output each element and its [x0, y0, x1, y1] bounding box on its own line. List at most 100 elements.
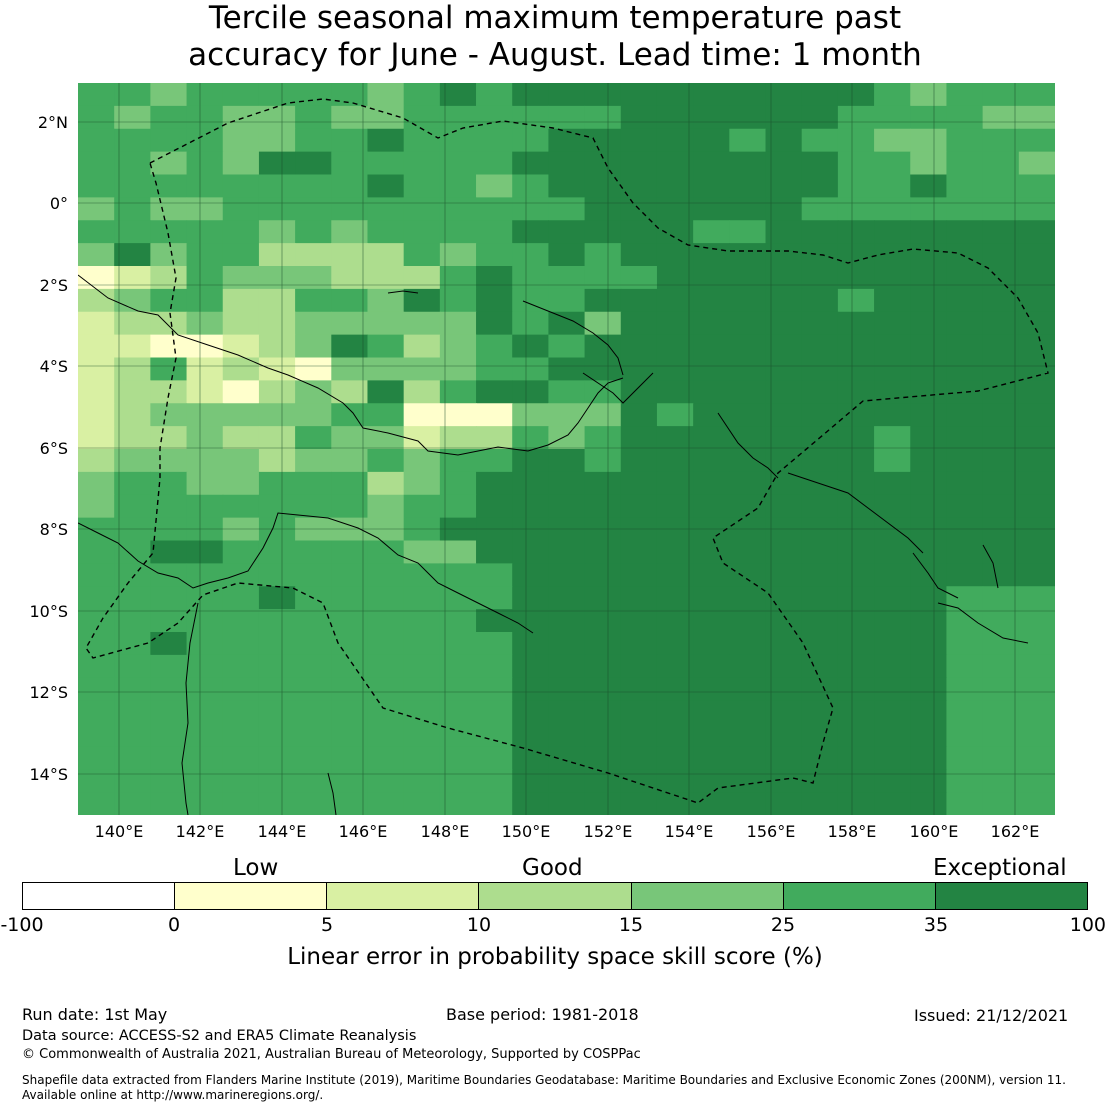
grid-cell: [78, 174, 115, 198]
grid-cell: [729, 334, 767, 359]
grid-cell: [150, 769, 188, 793]
grid-cell: [910, 632, 948, 656]
grid-cell: [620, 632, 658, 656]
grid-cell: [331, 769, 369, 793]
grid-cell: [512, 563, 550, 587]
grid-cell: [910, 334, 948, 359]
grid-cell: [78, 105, 115, 130]
grid-cell: [910, 357, 948, 381]
grid-cell: [476, 334, 513, 359]
grid-cell: [114, 449, 151, 473]
grid-cell: [837, 700, 875, 725]
grid-cell: [584, 700, 622, 725]
grid-cell: [765, 174, 803, 198]
grid-cell: [801, 380, 839, 404]
grid-cell: [114, 563, 151, 587]
grid-cell: [837, 632, 875, 656]
grid-cell: [258, 792, 296, 815]
grid-cell: [801, 632, 839, 656]
grid-cell: [584, 151, 622, 176]
grid-cell: [982, 540, 1020, 564]
grid-cell: [114, 357, 151, 381]
grid-cell: [331, 151, 369, 176]
grid-cell: [910, 563, 948, 587]
grid-cell: [584, 220, 622, 244]
grid-cell: [620, 288, 658, 313]
grid-cell: [729, 586, 767, 610]
grid-cell: [295, 609, 332, 633]
grid-cell: [439, 471, 477, 496]
grid-cell: [837, 540, 875, 564]
shapefile-credit-2: Available online at http://www.marinereg…: [22, 1088, 324, 1102]
grid-cell: [222, 243, 260, 267]
colorbar: [22, 882, 1088, 910]
grid-cell: [222, 266, 260, 290]
grid-cell: [801, 563, 839, 587]
grid-cell: [801, 654, 839, 679]
grid-cell: [222, 83, 260, 107]
grid-cell: [693, 380, 730, 404]
issued-date: Issued: 21/12/2021: [914, 1006, 1069, 1025]
grid-cell: [656, 586, 694, 610]
grid-cell: [946, 609, 984, 633]
grid-cell: [258, 426, 296, 450]
grid-cell: [693, 494, 730, 519]
grid-cell: [548, 220, 586, 244]
grid-cell: [656, 243, 694, 267]
grid-cell: [765, 311, 803, 336]
grid-cell: [258, 700, 296, 725]
grid-cell: [837, 769, 875, 793]
grid-cell: [874, 449, 911, 473]
grid-cell: [150, 105, 188, 130]
grid-cell: [946, 517, 984, 542]
grid-cell: [367, 563, 405, 587]
grid-cell: [331, 746, 369, 770]
grid-cell: [403, 243, 441, 267]
grid-cell: [439, 563, 477, 587]
grid-cell: [439, 220, 477, 244]
grid-cell: [982, 151, 1020, 176]
grid-cell: [946, 700, 984, 725]
grid-cell: [620, 540, 658, 564]
grid-cell: [946, 403, 984, 427]
grid-cell: [403, 471, 441, 496]
grid-cell: [78, 357, 115, 381]
grid-cell: [186, 792, 224, 815]
grid-cell: [656, 449, 694, 473]
grid-cell: [114, 334, 151, 359]
grid-cell: [295, 540, 332, 564]
grid-cell: [837, 494, 875, 519]
grid-cell: [439, 609, 477, 633]
grid-cell: [186, 220, 224, 244]
grid-cell: [620, 563, 658, 587]
grid-cell: [512, 700, 550, 725]
grid-cell: [150, 609, 188, 633]
grid-cell: [620, 471, 658, 496]
grid-cell: [186, 746, 224, 770]
colorbar-segment: [479, 883, 632, 909]
grid-cell: [548, 517, 586, 542]
grid-cell: [403, 288, 441, 313]
grid-cell: [874, 654, 911, 679]
grid-cell: [910, 540, 948, 564]
grid-cell: [620, 700, 658, 725]
grid-cell: [222, 746, 260, 770]
grid-cell: [295, 334, 332, 359]
grid-cell: [114, 723, 151, 747]
grid-cell: [114, 426, 151, 450]
grid-cell: [765, 586, 803, 610]
grid-cell: [476, 83, 513, 107]
grid-cell: [258, 105, 296, 130]
grid-cell: [512, 220, 550, 244]
grid-cell: [222, 311, 260, 336]
grid-cell: [548, 288, 586, 313]
grid-cell: [729, 403, 767, 427]
grid-cell: [512, 403, 550, 427]
grid-cell: [331, 288, 369, 313]
grid-cell: [439, 746, 477, 770]
grid-cell: [837, 609, 875, 633]
grid-cell: [331, 723, 369, 747]
grid-cell: [78, 380, 115, 404]
grid-cell: [729, 494, 767, 519]
colorbar-segment: [23, 883, 176, 909]
